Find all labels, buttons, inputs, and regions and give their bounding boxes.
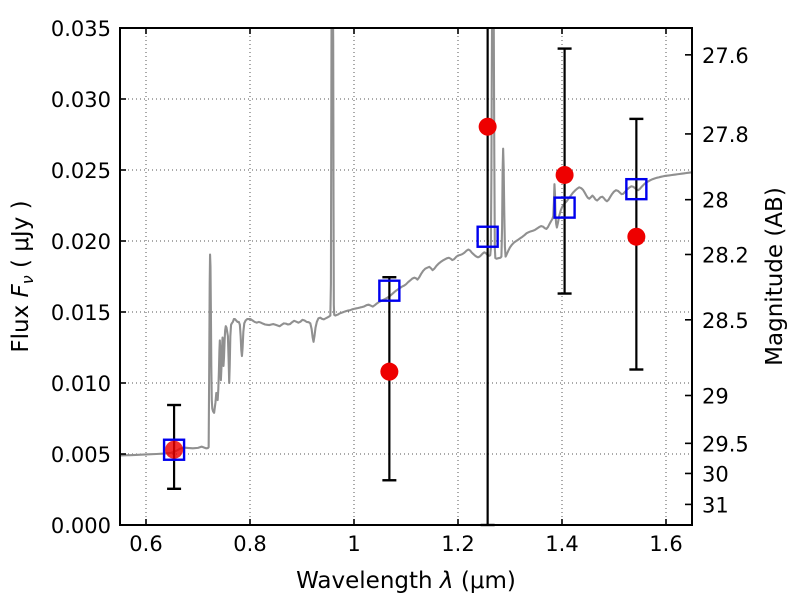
yticklabel-0: 0.000: [51, 514, 111, 538]
model-spectrum-path: [120, 28, 692, 457]
xaxis-units: (μm): [454, 568, 516, 594]
errorbar-layer: [167, 28, 644, 527]
right-yticklabel-1: 27.8: [702, 123, 749, 147]
axes-box: [119, 27, 693, 526]
yaxis-flux-text: Flux: [8, 297, 34, 352]
observed-marker-3: [555, 165, 574, 184]
xticklabel-5: 1.6: [649, 532, 682, 556]
right-yticklabel-8: 31: [702, 493, 729, 517]
tick-labels: 0.6 0.8 1 1.2 1.4 1.6 0.000 0.005 0.010 0.015 0.02…: [51, 17, 749, 556]
right-yticklabel-6: 29.5: [702, 432, 749, 456]
xaxis-title-text: Wavelength: [296, 568, 440, 594]
right-yticklabel-3: 28.2: [702, 243, 749, 267]
observed-marker-1: [380, 362, 399, 381]
observed-marker-2: [478, 117, 497, 136]
model-marker-0: [162, 438, 186, 461]
xticklabel-4: 1.4: [545, 532, 578, 556]
observed-photometry-markers: [165, 117, 646, 459]
xticklabel-3: 1.2: [441, 532, 474, 556]
axes-frame: [119, 27, 693, 526]
grid-layer: [120, 28, 692, 525]
right-yticklabel-2: 28: [702, 189, 729, 213]
yaxis-nu-sub: ν: [18, 275, 37, 284]
model-photometry-markers: [162, 177, 648, 461]
model-marker-2: [476, 225, 499, 248]
yticklabel-4: 0.020: [51, 230, 111, 254]
right-yticklabel-5: 29: [702, 384, 729, 408]
axis-titles: Wavelength λ (μm) Flux Fν ( μJy ) Magnitud…: [8, 187, 788, 594]
model-marker-3: [553, 196, 576, 219]
xticklabel-0: 0.6: [129, 532, 162, 556]
xticklabel-1: 0.8: [233, 532, 266, 556]
xaxis-title: Wavelength λ (μm): [296, 568, 516, 594]
yticklabel-7: 0.035: [51, 17, 111, 41]
observed-marker-4: [627, 227, 646, 246]
model-marker-1: [378, 279, 401, 302]
yticklabel-2: 0.010: [51, 372, 111, 396]
xticklabel-2: 1: [347, 532, 360, 556]
right-yticklabel-0: 27.6: [702, 44, 749, 68]
right-yticklabel-7: 30: [702, 462, 729, 486]
yticklabel-1: 0.005: [51, 443, 111, 467]
yaxis-units: ( μJy ): [8, 200, 34, 275]
right-yaxis-title: Magnitude (AB): [762, 187, 788, 366]
model-marker-4: [625, 177, 648, 201]
right-yticklabel-4: 28.5: [702, 309, 749, 333]
xaxis-lambda: λ: [438, 568, 454, 594]
yticklabel-6: 0.030: [51, 88, 111, 112]
model-spectrum-line: [120, 28, 692, 457]
yaxis-fnu: F: [8, 283, 34, 297]
observed-marker-0: [165, 440, 184, 459]
yticklabel-3: 0.015: [51, 301, 111, 325]
yticklabel-5: 0.025: [51, 159, 111, 183]
yaxis-title: Flux Fν ( μJy ): [8, 200, 37, 352]
